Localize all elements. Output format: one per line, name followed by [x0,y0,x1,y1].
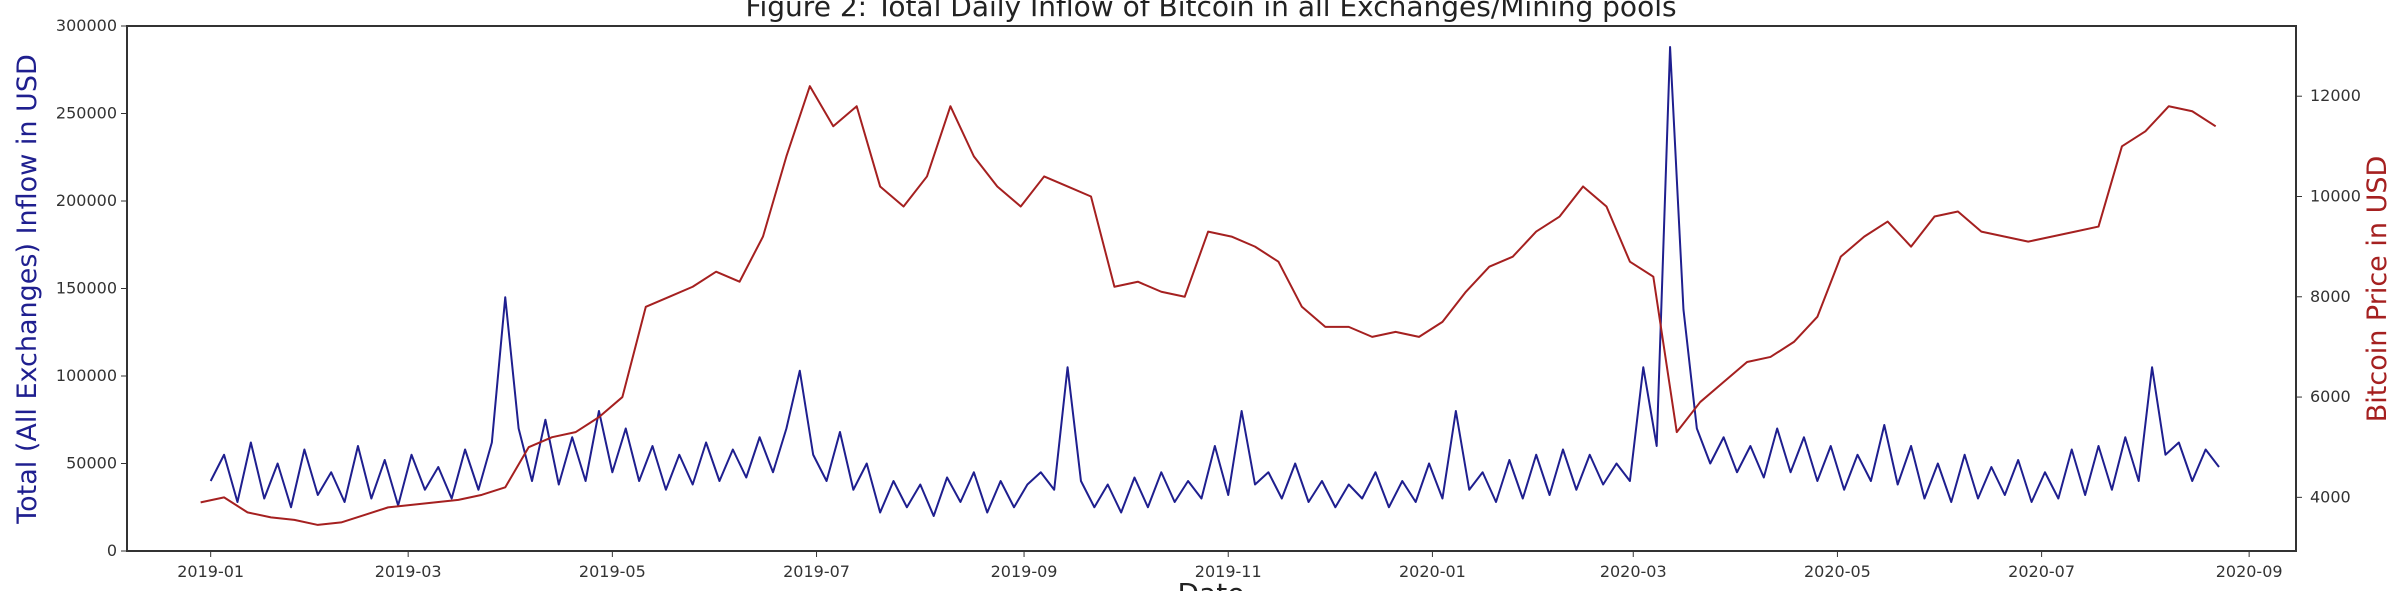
y-tick-label: 300000 [56,16,117,35]
x-tick-label: 2019-07 [783,562,850,581]
y2-tick-label: 12000 [2310,86,2361,105]
y-tick-label: 200000 [56,191,117,210]
series-line [209,46,2220,517]
y-tick-label: 0 [107,541,117,560]
y2-tick-label: 4000 [2310,487,2351,506]
x-tick-label: 2019-05 [579,562,646,581]
plot-frame [126,25,2297,552]
x-tick-label: 2020-07 [2008,562,2075,581]
x-tick-label: 2019-01 [177,562,244,581]
x-tick-label: 2019-03 [375,562,442,581]
chart-title: Figure 2: Total Daily Inflow of Bitcoin … [745,0,1676,23]
x-tick-label: 2019-09 [991,562,1058,581]
x-tick-label: 2020-03 [1600,562,1667,581]
x-tick-label: 2020-09 [2216,562,2283,581]
y-tick-label: 50000 [66,454,117,473]
x-tick-label: 2020-05 [1804,562,1871,581]
y-tick-label: 150000 [56,279,117,298]
x-tick-label: 2019-11 [1195,562,1262,581]
y-tick-label: 250000 [56,104,117,123]
y2-axis-label: Bitcoin Price in USD [2362,156,2393,423]
x-axis-label: Date [1178,577,1245,591]
y2-tick-label: 6000 [2310,387,2351,406]
series-line [200,85,2217,526]
y2-tick-label: 8000 [2310,287,2351,306]
y-tick-label: 100000 [56,366,117,385]
y2-tick-label: 10000 [2310,186,2361,205]
x-tick-label: 2020-01 [1399,562,1466,581]
y-axis-label: Total (All Exchanges) Inflow in USD [12,54,43,525]
